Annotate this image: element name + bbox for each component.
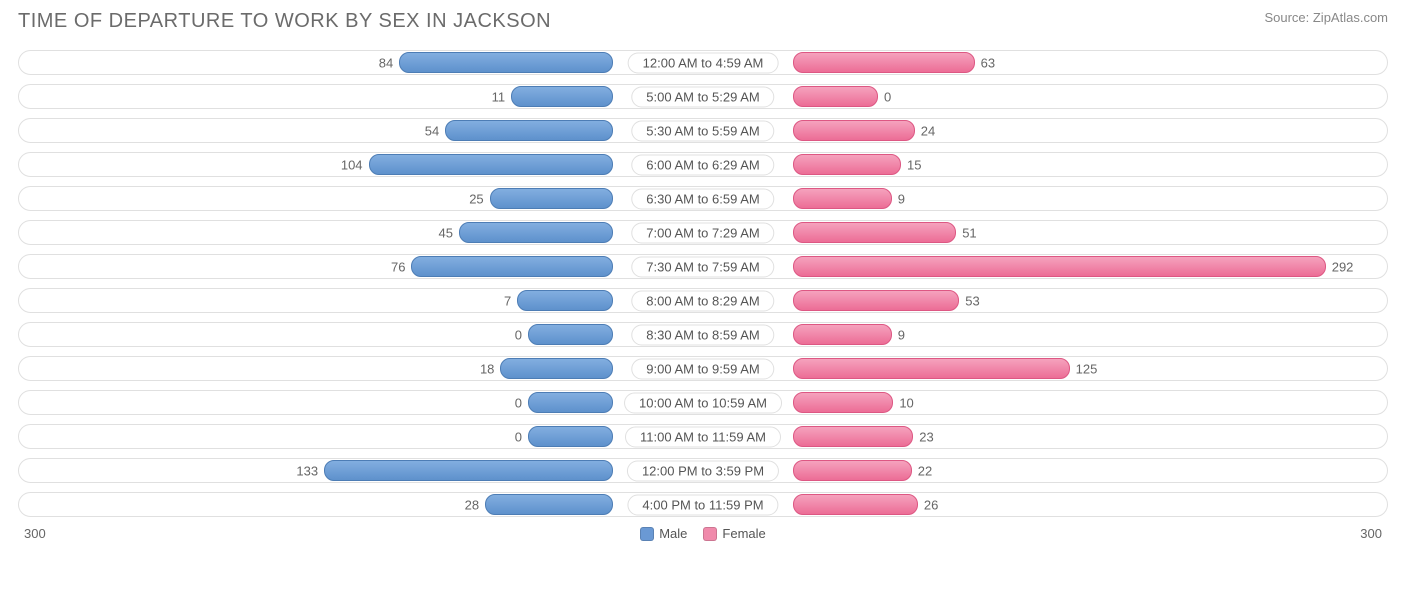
row-category-label: 7:00 AM to 7:29 AM xyxy=(631,222,774,243)
male-bar xyxy=(517,290,613,311)
female-bar xyxy=(793,290,959,311)
chart-row: 18 125 9:00 AM to 9:59 AM xyxy=(18,353,1388,384)
male-value: 76 xyxy=(391,259,405,274)
row-category-label: 6:30 AM to 6:59 AM xyxy=(631,188,774,209)
female-value: 292 xyxy=(1332,259,1354,274)
male-value: 0 xyxy=(515,327,522,342)
chart-source: Source: ZipAtlas.com xyxy=(1264,10,1388,25)
male-value: 25 xyxy=(469,191,483,206)
legend-item: Female xyxy=(703,526,765,541)
chart-row: 54 24 5:30 AM to 5:59 AM xyxy=(18,115,1388,146)
male-value: 104 xyxy=(341,157,363,172)
male-bar xyxy=(485,494,613,515)
row-category-label: 12:00 AM to 4:59 AM xyxy=(628,52,779,73)
male-bar xyxy=(459,222,613,243)
female-value: 51 xyxy=(962,225,976,240)
male-bar xyxy=(324,460,613,481)
chart-title: TIME OF DEPARTURE TO WORK BY SEX IN JACK… xyxy=(18,10,551,33)
row-category-label: 8:00 AM to 8:29 AM xyxy=(631,290,774,311)
female-bar xyxy=(793,494,918,515)
female-bar xyxy=(793,256,1326,277)
female-value: 63 xyxy=(981,55,995,70)
male-bar xyxy=(511,86,613,107)
male-bar xyxy=(528,392,613,413)
axis-right-max: 300 xyxy=(1360,526,1382,541)
chart-row: 0 10 10:00 AM to 10:59 AM xyxy=(18,387,1388,418)
chart-row: 84 63 12:00 AM to 4:59 AM xyxy=(18,47,1388,78)
row-category-label: 6:00 AM to 6:29 AM xyxy=(631,154,774,175)
chart-row: 45 51 7:00 AM to 7:29 AM xyxy=(18,217,1388,248)
female-bar xyxy=(793,222,956,243)
male-value: 18 xyxy=(480,361,494,376)
male-bar xyxy=(411,256,613,277)
female-bar xyxy=(793,52,975,73)
axis-left-max: 300 xyxy=(24,526,46,541)
male-bar xyxy=(445,120,613,141)
female-value: 22 xyxy=(918,463,932,478)
legend-label: Male xyxy=(659,526,687,541)
chart-footer: 300 Male Female 300 xyxy=(18,526,1388,541)
female-value: 9 xyxy=(898,327,905,342)
female-bar xyxy=(793,188,892,209)
male-value: 84 xyxy=(379,55,393,70)
chart-row: 7 53 8:00 AM to 8:29 AM xyxy=(18,285,1388,316)
female-value: 26 xyxy=(924,497,938,512)
chart-row: 133 22 12:00 PM to 3:59 PM xyxy=(18,455,1388,486)
male-bar xyxy=(500,358,613,379)
legend-label: Female xyxy=(722,526,765,541)
chart-row: 11 0 5:00 AM to 5:29 AM xyxy=(18,81,1388,112)
row-category-label: 5:30 AM to 5:59 AM xyxy=(631,120,774,141)
diverging-bar-chart: 84 63 12:00 AM to 4:59 AM 11 0 5:00 AM to 5:2… xyxy=(18,47,1388,520)
female-value: 9 xyxy=(898,191,905,206)
male-bar xyxy=(528,324,613,345)
chart-row: 28 26 4:00 PM to 11:59 PM xyxy=(18,489,1388,520)
legend: Male Female xyxy=(640,526,766,541)
female-value: 24 xyxy=(921,123,935,138)
male-bar xyxy=(528,426,613,447)
legend-swatch xyxy=(640,527,654,541)
legend-item: Male xyxy=(640,526,687,541)
row-category-label: 9:00 AM to 9:59 AM xyxy=(631,358,774,379)
male-value: 28 xyxy=(465,497,479,512)
male-value: 54 xyxy=(425,123,439,138)
female-value: 23 xyxy=(919,429,933,444)
male-bar xyxy=(399,52,613,73)
female-bar xyxy=(793,392,893,413)
row-category-label: 12:00 PM to 3:59 PM xyxy=(627,460,779,481)
row-category-label: 11:00 AM to 11:59 AM xyxy=(625,426,781,447)
legend-swatch xyxy=(703,527,717,541)
row-category-label: 7:30 AM to 7:59 AM xyxy=(631,256,774,277)
row-category-label: 5:00 AM to 5:29 AM xyxy=(631,86,774,107)
male-value: 7 xyxy=(504,293,511,308)
male-value: 0 xyxy=(515,429,522,444)
chart-row: 0 9 8:30 AM to 8:59 AM xyxy=(18,319,1388,350)
chart-row: 0 23 11:00 AM to 11:59 AM xyxy=(18,421,1388,452)
male-bar xyxy=(490,188,613,209)
female-bar xyxy=(793,324,892,345)
female-bar xyxy=(793,426,913,447)
female-value: 15 xyxy=(907,157,921,172)
row-category-label: 10:00 AM to 10:59 AM xyxy=(624,392,782,413)
male-value: 0 xyxy=(515,395,522,410)
row-category-label: 4:00 PM to 11:59 PM xyxy=(627,494,778,515)
female-bar xyxy=(793,120,915,141)
male-value: 133 xyxy=(296,463,318,478)
chart-row: 76 292 7:30 AM to 7:59 AM xyxy=(18,251,1388,282)
row-category-label: 8:30 AM to 8:59 AM xyxy=(631,324,774,345)
female-value: 125 xyxy=(1076,361,1098,376)
female-value: 53 xyxy=(965,293,979,308)
male-value: 11 xyxy=(492,89,506,104)
chart-header: TIME OF DEPARTURE TO WORK BY SEX IN JACK… xyxy=(18,10,1388,33)
male-value: 45 xyxy=(439,225,453,240)
female-bar xyxy=(793,86,878,107)
female-bar xyxy=(793,154,901,175)
female-value: 10 xyxy=(899,395,913,410)
male-bar xyxy=(369,154,613,175)
female-bar xyxy=(793,460,912,481)
female-value: 0 xyxy=(884,89,891,104)
chart-row: 104 15 6:00 AM to 6:29 AM xyxy=(18,149,1388,180)
chart-row: 25 9 6:30 AM to 6:59 AM xyxy=(18,183,1388,214)
female-bar xyxy=(793,358,1070,379)
